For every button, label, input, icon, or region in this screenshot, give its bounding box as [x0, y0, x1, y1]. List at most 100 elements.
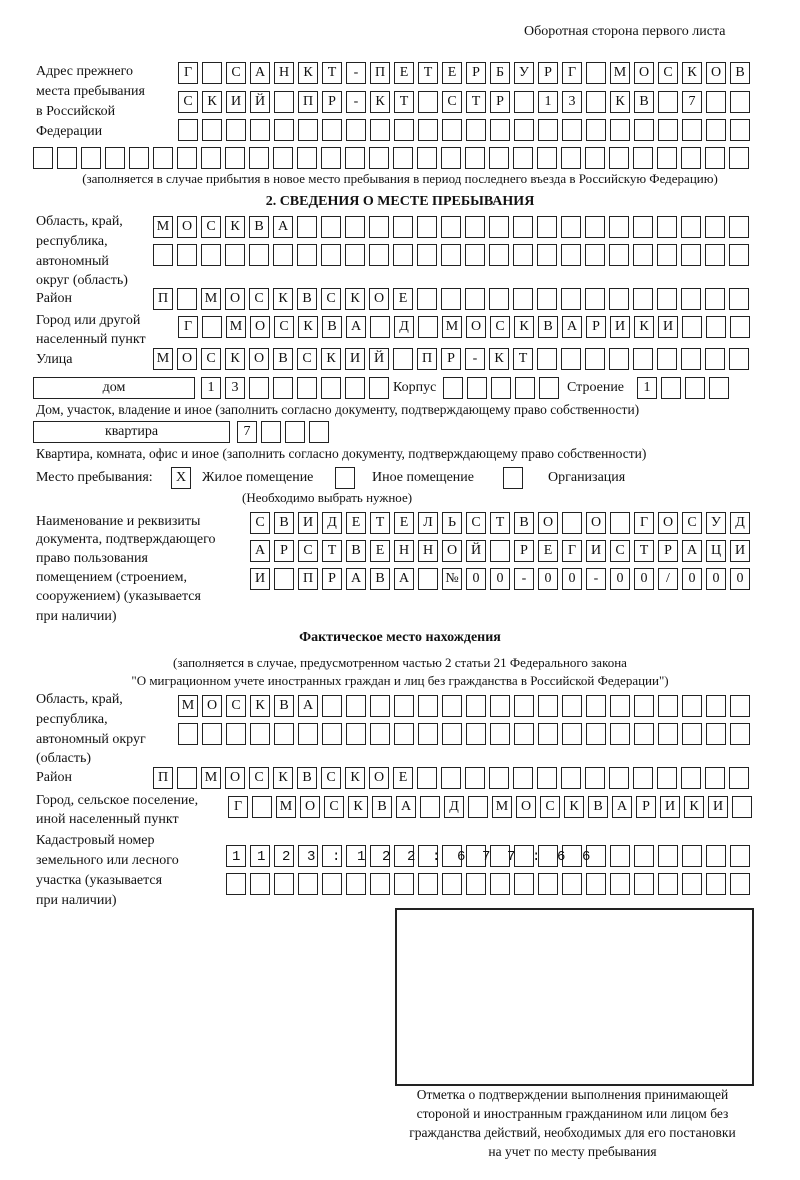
char-cell[interactable]: [345, 244, 365, 266]
char-cell[interactable]: [468, 796, 488, 818]
char-cell[interactable]: [297, 147, 317, 169]
char-cell[interactable]: [441, 147, 461, 169]
char-cell[interactable]: А: [250, 540, 270, 562]
char-cell[interactable]: О: [249, 348, 269, 370]
char-cell[interactable]: Й: [369, 348, 389, 370]
char-cell[interactable]: [730, 845, 750, 867]
char-cell[interactable]: [682, 873, 702, 895]
char-cell[interactable]: [226, 119, 246, 141]
char-cell[interactable]: О: [634, 62, 654, 84]
char-cell[interactable]: С: [201, 348, 221, 370]
char-cell[interactable]: [418, 723, 438, 745]
char-cell[interactable]: [706, 316, 726, 338]
char-cell[interactable]: Т: [418, 62, 438, 84]
char-cell[interactable]: [705, 147, 725, 169]
char-cell[interactable]: [633, 348, 653, 370]
char-cell[interactable]: [633, 147, 653, 169]
char-cell[interactable]: С: [321, 288, 341, 310]
char-cell[interactable]: [441, 767, 461, 789]
char-cell[interactable]: В: [297, 767, 317, 789]
cadastre-row-1[interactable]: [226, 845, 750, 867]
char-cell[interactable]: [657, 147, 677, 169]
char-cell[interactable]: С: [658, 62, 678, 84]
char-cell[interactable]: Т: [490, 512, 510, 534]
char-cell[interactable]: [369, 216, 389, 238]
char-cell[interactable]: [705, 288, 725, 310]
char-cell[interactable]: К: [370, 91, 390, 113]
char-cell[interactable]: [394, 873, 414, 895]
char-cell[interactable]: [609, 147, 629, 169]
char-cell[interactable]: О: [369, 767, 389, 789]
char-cell[interactable]: [585, 244, 605, 266]
char-cell[interactable]: №: [442, 568, 462, 590]
char-cell[interactable]: Е: [538, 540, 558, 562]
char-cell[interactable]: С: [249, 288, 269, 310]
char-cell[interactable]: [177, 767, 197, 789]
char-cell[interactable]: К: [348, 796, 368, 818]
char-cell[interactable]: П: [298, 568, 318, 590]
char-cell[interactable]: К: [345, 288, 365, 310]
char-cell[interactable]: [706, 873, 726, 895]
char-cell[interactable]: Д: [444, 796, 464, 818]
char-cell[interactable]: К: [298, 62, 318, 84]
char-cell[interactable]: И: [658, 316, 678, 338]
char-cell[interactable]: О: [466, 316, 486, 338]
char-cell[interactable]: [513, 767, 533, 789]
char-cell[interactable]: [418, 119, 438, 141]
char-cell[interactable]: [394, 723, 414, 745]
char-cell[interactable]: В: [249, 216, 269, 238]
char-cell[interactable]: [249, 377, 269, 399]
char-cell[interactable]: М: [610, 62, 630, 84]
char-cell[interactable]: [562, 695, 582, 717]
char-cell[interactable]: [491, 377, 511, 399]
char-cell[interactable]: [442, 695, 462, 717]
prev-address-row-3[interactable]: [178, 119, 750, 141]
char-cell[interactable]: Т: [370, 512, 390, 534]
char-cell[interactable]: И: [730, 540, 750, 562]
char-cell[interactable]: А: [346, 316, 366, 338]
char-cell[interactable]: [730, 316, 750, 338]
char-cell[interactable]: [729, 216, 749, 238]
char-cell[interactable]: [705, 216, 725, 238]
char-cell[interactable]: С: [226, 695, 246, 717]
char-cell[interactable]: [417, 244, 437, 266]
char-cell[interactable]: [346, 845, 366, 867]
char-cell[interactable]: 3: [225, 377, 245, 399]
char-cell[interactable]: С: [226, 62, 246, 84]
char-cell[interactable]: [285, 421, 305, 443]
char-cell[interactable]: [274, 119, 294, 141]
char-cell[interactable]: [297, 244, 317, 266]
char-cell[interactable]: О: [516, 796, 536, 818]
char-cell[interactable]: В: [322, 316, 342, 338]
char-cell[interactable]: С: [682, 512, 702, 534]
char-cell[interactable]: [322, 695, 342, 717]
char-cell[interactable]: Й: [250, 91, 270, 113]
char-cell[interactable]: Д: [730, 512, 750, 534]
char-cell[interactable]: С: [324, 796, 344, 818]
char-cell[interactable]: [443, 377, 463, 399]
char-cell[interactable]: [706, 695, 726, 717]
char-cell[interactable]: [489, 216, 509, 238]
char-cell[interactable]: Т: [466, 91, 486, 113]
char-cell[interactable]: [442, 723, 462, 745]
char-cell[interactable]: [129, 147, 149, 169]
char-cell[interactable]: [610, 695, 630, 717]
char-cell[interactable]: К: [514, 316, 534, 338]
cadastre-row-2[interactable]: [226, 873, 750, 895]
char-cell[interactable]: [489, 244, 509, 266]
char-cell[interactable]: [346, 723, 366, 745]
char-cell[interactable]: 0: [562, 568, 582, 590]
prev-address-row-4[interactable]: [33, 147, 749, 169]
char-cell[interactable]: [226, 723, 246, 745]
char-cell[interactable]: [298, 873, 318, 895]
char-cell[interactable]: [537, 244, 557, 266]
char-cell[interactable]: Р: [586, 316, 606, 338]
char-cell[interactable]: О: [250, 316, 270, 338]
char-cell[interactable]: [466, 873, 486, 895]
char-cell[interactable]: [706, 119, 726, 141]
char-cell[interactable]: Р: [636, 796, 656, 818]
char-cell[interactable]: [322, 845, 342, 867]
char-cell[interactable]: Н: [274, 62, 294, 84]
actual-region-row-2[interactable]: [178, 723, 750, 745]
